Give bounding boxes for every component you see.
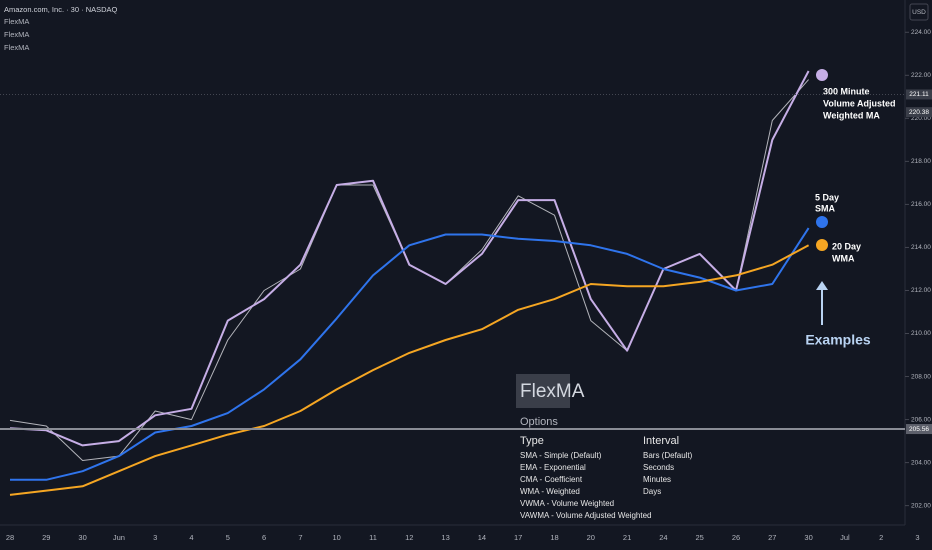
y-tick-label: 210.00 <box>911 330 931 337</box>
ma-line <box>10 227 810 481</box>
annotation-dot <box>816 239 828 251</box>
x-tick-label: Jul <box>840 533 850 542</box>
annotation-label: SMA <box>815 203 836 213</box>
x-tick-label: 29 <box>42 533 50 542</box>
panel-columns: Type SMA - Simple (Default) EMA - Exponent… <box>520 435 693 520</box>
x-tick-label: 21 <box>623 533 631 542</box>
annotation-label: Weighted MA <box>823 110 880 120</box>
x-tick-label: 11 <box>369 533 377 542</box>
legend-entry: FlexMA <box>4 30 29 39</box>
price-badge-label: 205.56 <box>909 426 929 433</box>
x-tick-label: Jun <box>113 533 125 542</box>
panel-item: VWMA - Volume Weighted <box>520 499 614 508</box>
ma-line <box>9 70 810 447</box>
x-tick-label: 24 <box>659 533 667 542</box>
annotation-arrowhead <box>816 281 828 290</box>
x-tick-label: 12 <box>405 533 413 542</box>
panel-heading: Interval <box>643 435 679 447</box>
price-badge <box>906 424 932 435</box>
x-tick-label: 3 <box>915 533 919 542</box>
panel-title-box <box>516 374 570 408</box>
y-tick-label: 220.00 <box>911 115 931 122</box>
panel-item: EMA - Exponential <box>520 463 586 472</box>
x-tick-label: 5 <box>226 533 230 542</box>
panel-item: Days <box>643 487 661 496</box>
currency: USD <box>912 9 926 16</box>
x-tick-label: 25 <box>696 533 704 542</box>
annotation-label: 20 Day <box>832 241 861 251</box>
chart-title: Amazon.com, Inc. · 30 · NASDAQ <box>4 5 118 14</box>
annotation-label: Volume Adjusted <box>823 98 896 108</box>
x-tick-label: 17 <box>514 533 522 542</box>
x-tick-label: 6 <box>262 533 266 542</box>
y-tick-label: 212.00 <box>911 287 931 294</box>
price-badge <box>906 89 932 100</box>
y-tick-label: 204.00 <box>911 459 931 466</box>
x-tick-label: 27 <box>768 533 776 542</box>
y-tick-label: 216.00 <box>911 201 931 208</box>
annotation-label: WMA <box>832 253 855 263</box>
annotation-dot <box>816 69 828 81</box>
legend-entry: FlexMA <box>4 43 29 52</box>
x-tick-label: 14 <box>478 533 486 542</box>
panel-item: VAWMA - Volume Adjusted Weighted <box>520 511 651 520</box>
panel-item: Minutes <box>643 475 671 484</box>
x-tick-label: 30 <box>78 533 86 542</box>
price-badge-label: 220.38 <box>909 109 929 116</box>
x-tick-label: 10 <box>333 533 341 542</box>
annotation-label: Examples <box>805 332 871 348</box>
x-tick-label: 28 <box>6 533 14 542</box>
price-badge <box>906 107 932 118</box>
x-tick-label: 7 <box>298 533 302 542</box>
annotation-label: 5 Day <box>815 192 839 202</box>
panel-item: Seconds <box>643 463 674 472</box>
currency-box[interactable] <box>909 3 929 21</box>
ma-line <box>9 244 810 496</box>
x-tick-label: 30 <box>804 533 812 542</box>
x-tick-label: 3 <box>153 533 157 542</box>
panel-item: WMA - Weighted <box>520 487 580 496</box>
plot <box>9 70 810 496</box>
panel-title: FlexMA <box>520 381 585 402</box>
x-tick-label: 26 <box>732 533 740 542</box>
annotation-label: 300 Minute <box>823 86 870 96</box>
panel-subtitle: Options <box>520 416 558 428</box>
x-tick-label: 13 <box>441 533 449 542</box>
legend-entry: FlexMA <box>4 17 29 26</box>
y-tick-label: 206.00 <box>911 416 931 423</box>
annotation-dot <box>816 216 828 228</box>
x-tick-label: 20 <box>587 533 595 542</box>
panel-item: CMA - Coefficient <box>520 475 583 484</box>
price-badge-label: 221.11 <box>909 91 929 98</box>
x-tick-label: 2 <box>879 533 883 542</box>
panel-item: SMA - Simple (Default) <box>520 451 602 460</box>
y-tick-label: 208.00 <box>911 373 931 380</box>
panel-heading: Type <box>520 435 544 447</box>
x-tick-label: 18 <box>550 533 558 542</box>
y-tick-label: 222.00 <box>911 72 931 79</box>
y-tick-label: 218.00 <box>911 158 931 165</box>
y-tick-label: 224.00 <box>911 29 931 36</box>
x-tick-label: 4 <box>189 533 193 542</box>
panel-item: Bars (Default) <box>643 451 693 460</box>
y-tick-label: 214.00 <box>911 244 931 251</box>
y-tick-label: 202.00 <box>911 502 931 509</box>
